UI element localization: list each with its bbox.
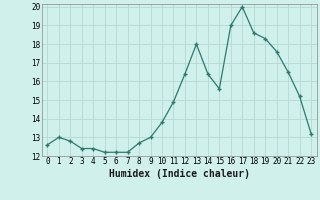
X-axis label: Humidex (Indice chaleur): Humidex (Indice chaleur) [109,169,250,179]
